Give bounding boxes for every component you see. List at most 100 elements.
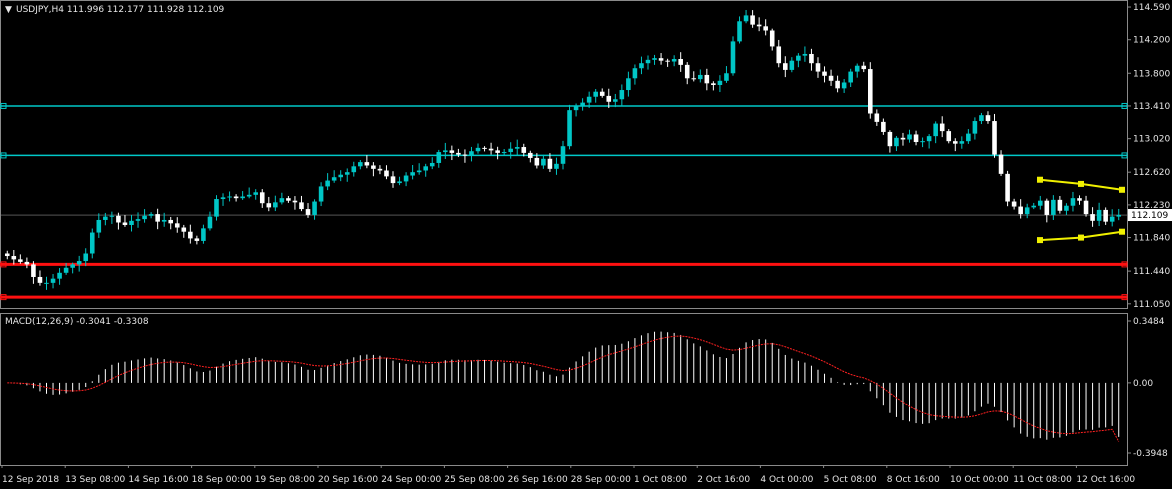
candle-body: [305, 209, 311, 215]
candle-body: [632, 68, 638, 79]
levels-layer: [0, 102, 1128, 301]
candle-body: [626, 78, 631, 91]
time-tick-label: 10 Oct 00:00: [950, 475, 1009, 485]
chart-menu-arrow[interactable]: ▼: [5, 5, 12, 15]
time-tick-label: 18 Sep 00:00: [192, 475, 252, 485]
candle-body: [279, 198, 285, 203]
candle-body: [606, 95, 612, 102]
candle-body: [377, 168, 383, 171]
candle-body: [763, 26, 768, 31]
candle-body: [946, 131, 952, 142]
candle-body: [1005, 173, 1010, 202]
candle-body: [724, 73, 729, 81]
candle-body: [1031, 205, 1037, 208]
candle-body: [384, 170, 389, 177]
candle-body: [809, 53, 814, 64]
candle-body: [142, 215, 147, 220]
candle-body: [867, 69, 873, 114]
candle-body: [737, 21, 742, 42]
candle-body: [514, 147, 520, 149]
candle-body: [266, 203, 272, 208]
candle-body: [874, 113, 880, 122]
current-price-box: [1128, 209, 1172, 222]
price-tick-label: 114.200: [1133, 36, 1170, 46]
candle-body: [371, 165, 376, 169]
candle-body: [76, 261, 82, 265]
candle-body: [1064, 205, 1069, 211]
candle-body: [96, 219, 102, 233]
candle-body: [998, 154, 1004, 174]
candle-body: [103, 216, 108, 220]
candle-body: [488, 148, 494, 151]
macd-signal-line: [7, 335, 1120, 442]
candle-body: [312, 201, 317, 215]
candle-body: [508, 148, 513, 153]
candle-body: [135, 219, 141, 221]
triangle-anchor[interactable]: [1037, 237, 1043, 244]
time-tick-label: 26 Sep 16:00: [508, 475, 568, 485]
triangle-anchor[interactable]: [1119, 186, 1125, 193]
time-tick-label: 24 Sep 00:00: [381, 475, 441, 485]
candle-body: [894, 137, 899, 147]
candle-body: [31, 264, 36, 277]
candle-body: [534, 157, 540, 166]
symbol-header: USDJPY,H4 111.996 112.177 111.928 112.10…: [16, 5, 225, 15]
level-handle[interactable]: [1121, 294, 1128, 301]
candle-body: [443, 150, 448, 153]
time-tick-label: 14 Sep 16:00: [128, 475, 188, 485]
level-handle[interactable]: [1121, 261, 1128, 268]
candle-body: [168, 219, 174, 224]
candle-body: [292, 200, 298, 203]
candle-body: [50, 278, 56, 283]
candle-body: [567, 110, 572, 147]
level-handle[interactable]: [0, 152, 7, 159]
triangle-anchor[interactable]: [1078, 180, 1084, 187]
level-handle[interactable]: [0, 102, 7, 109]
price-tick-label: 111.050: [1133, 300, 1170, 310]
candle-body: [665, 60, 670, 62]
candle-body: [456, 152, 461, 155]
candle-body: [1024, 207, 1030, 215]
candle-body: [11, 256, 17, 260]
candle-body: [188, 231, 193, 239]
level-handle[interactable]: [1121, 152, 1128, 159]
candle-body: [802, 53, 808, 56]
candle-body: [122, 222, 128, 226]
candle-body: [344, 172, 350, 175]
candle-body: [933, 123, 938, 137]
candle-body: [18, 259, 23, 262]
candle-body: [364, 162, 370, 166]
candle-body: [711, 83, 716, 85]
price-tick-label: 112.620: [1133, 168, 1170, 178]
candle-body: [992, 121, 997, 155]
candle-body: [1011, 201, 1017, 207]
candle-body: [926, 136, 932, 142]
candle-body: [286, 198, 291, 201]
candle-body: [828, 75, 834, 81]
triangle-anchor[interactable]: [1078, 234, 1084, 241]
macd-frame: [0, 313, 1128, 466]
candle-body: [554, 163, 559, 169]
grid-layer: [0, 0, 1128, 466]
candle-body: [959, 141, 965, 144]
macd-tick-label: 0.00: [1133, 379, 1153, 389]
level-handle[interactable]: [0, 294, 7, 301]
macd-layer: [7, 331, 1120, 442]
level-handle[interactable]: [0, 261, 7, 268]
candle-body: [351, 166, 357, 173]
candle-body: [338, 174, 343, 178]
candle-body: [495, 150, 500, 153]
candle-body: [678, 59, 683, 65]
candle-body: [593, 91, 598, 97]
triangle-anchor[interactable]: [1119, 228, 1125, 235]
candle-body: [24, 261, 30, 265]
candle-body: [1103, 209, 1108, 222]
triangle-anchor[interactable]: [1037, 176, 1043, 183]
candle-body: [743, 15, 749, 22]
price-tick-label: 113.410: [1133, 102, 1170, 112]
candle-body: [37, 276, 43, 283]
candle-body: [475, 147, 481, 152]
candle-body: [462, 154, 468, 156]
